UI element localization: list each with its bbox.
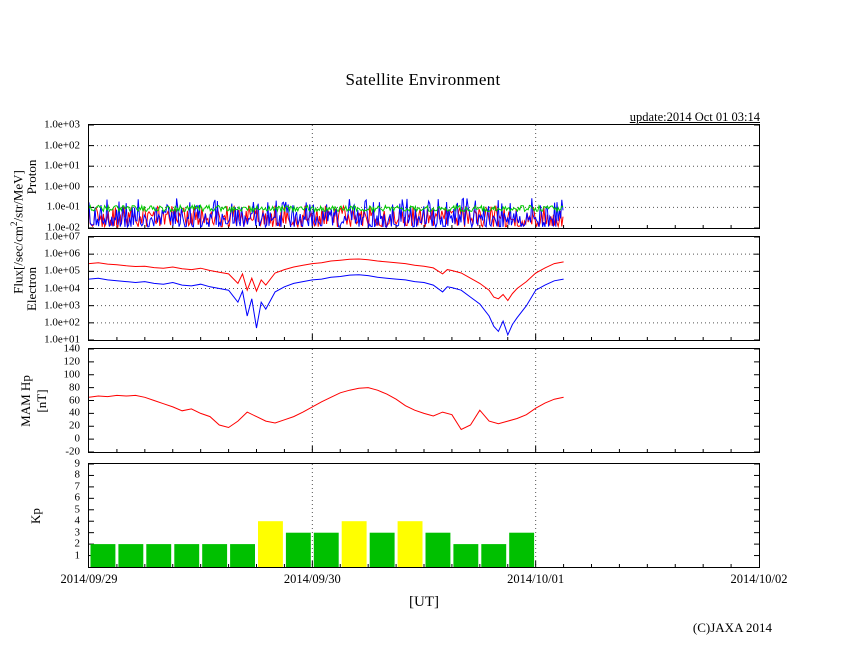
kp-index-panel (88, 463, 760, 568)
y-tick-label: 1.0e-01 (46, 200, 80, 213)
y-tick-label: 4 (74, 514, 81, 527)
proton-flux-panel (88, 124, 760, 229)
y-tick-label: 5 (74, 503, 81, 516)
y-tick-label: 120 (63, 355, 81, 368)
y-tick-label: 1.0e+00 (44, 180, 80, 193)
update-timestamp: update:2014 Oct 01 03:14 (629, 110, 760, 124)
y-tick-label: 80 (69, 381, 80, 394)
x-axis-date-labels: 2014/09/29 2014/09/30 2014/10/01 2014/10/02 (61, 572, 788, 588)
x-axis-date-label: 2014/09/29 (60, 572, 118, 586)
page-title: Satellite Environment (345, 70, 501, 89)
electron-blue-line (89, 274, 564, 337)
y-tick-label: 140 (63, 342, 81, 355)
kp-bar (397, 521, 423, 567)
x-axis-date-label: 2014/10/01 (507, 572, 565, 586)
kp-bar (453, 544, 479, 567)
y-tick-label: 2 (74, 537, 81, 550)
mam-hp-chart (89, 349, 759, 452)
y-tick-label: 1.0e+01 (44, 333, 80, 346)
copyright-notice: (C)JAXA 2014 (692, 620, 772, 635)
kp-bar (118, 544, 144, 567)
kp-bar (174, 544, 200, 567)
kp-bar (341, 521, 367, 567)
kp-bar (202, 544, 228, 567)
y-tick-label: 6 (74, 491, 81, 504)
y-tick-label: 1.0e+02 (44, 316, 80, 329)
y-tick-label: 0 (74, 432, 81, 445)
electron-y-tick-labels: 1.0e+07 1.0e+06 1.0e+05 1.0e+04 1.0e+03 1.0e+… (0, 231, 86, 345)
y-tick-label: 1.0e+02 (44, 139, 80, 152)
y-tick-label: 1.0e+05 (44, 264, 80, 277)
ut-axis-label: [UT] (409, 594, 439, 610)
y-tick-label: 8 (74, 468, 81, 481)
y-tick-label: -20 (65, 445, 80, 458)
y-tick-label: 7 (74, 480, 81, 493)
proton-flux-chart (89, 125, 759, 228)
y-tick-label: 1.0e+01 (44, 159, 80, 172)
kp-bar (146, 544, 172, 567)
x-axis-date-label: 2014/10/02 (730, 572, 788, 586)
kp-bar (481, 544, 507, 567)
kp-bar (509, 532, 535, 567)
electron-flux-chart (89, 237, 759, 340)
kp-index-chart (89, 464, 759, 567)
y-tick-label: 40 (69, 406, 80, 419)
kp-bar (285, 532, 311, 567)
mam-hp-panel (88, 348, 760, 453)
electron-red-line (89, 258, 564, 302)
kp-bar (90, 544, 116, 567)
y-tick-label: 1.0e+04 (44, 282, 80, 294)
y-tick-label: 1.0e+03 (44, 118, 80, 131)
y-tick-label: 1.0e+06 (44, 247, 80, 260)
y-tick-label: 1.0e+07 (44, 230, 80, 243)
hp-red-line (89, 387, 564, 431)
kp-bar (258, 521, 283, 567)
y-tick-label: 20 (69, 419, 80, 432)
y-tick-label: 100 (63, 368, 81, 381)
proton-green-trace (89, 203, 564, 214)
y-tick-label: 1.0e-02 (46, 221, 80, 234)
hp-y-tick-labels: 140 120 100 80 60 40 20 0 -20 (0, 343, 86, 457)
proton-y-tick-labels: 1.0e+03 1.0e+02 1.0e+01 1.0e+00 1.0e-01 1.0e-… (0, 119, 86, 233)
y-tick-label: 1 (74, 549, 81, 562)
electron-flux-panel (88, 236, 760, 341)
x-axis-date-label: 2014/09/30 (283, 572, 341, 586)
kp-bar (313, 532, 339, 567)
kp-bar (369, 532, 395, 567)
y-tick-label: 1.0e+03 (44, 299, 80, 312)
y-tick-label: 3 (74, 526, 81, 539)
y-tick-label: 60 (69, 394, 80, 406)
kp-bar (230, 544, 255, 567)
kp-bar (425, 532, 451, 567)
y-tick-label: 9 (74, 457, 81, 470)
